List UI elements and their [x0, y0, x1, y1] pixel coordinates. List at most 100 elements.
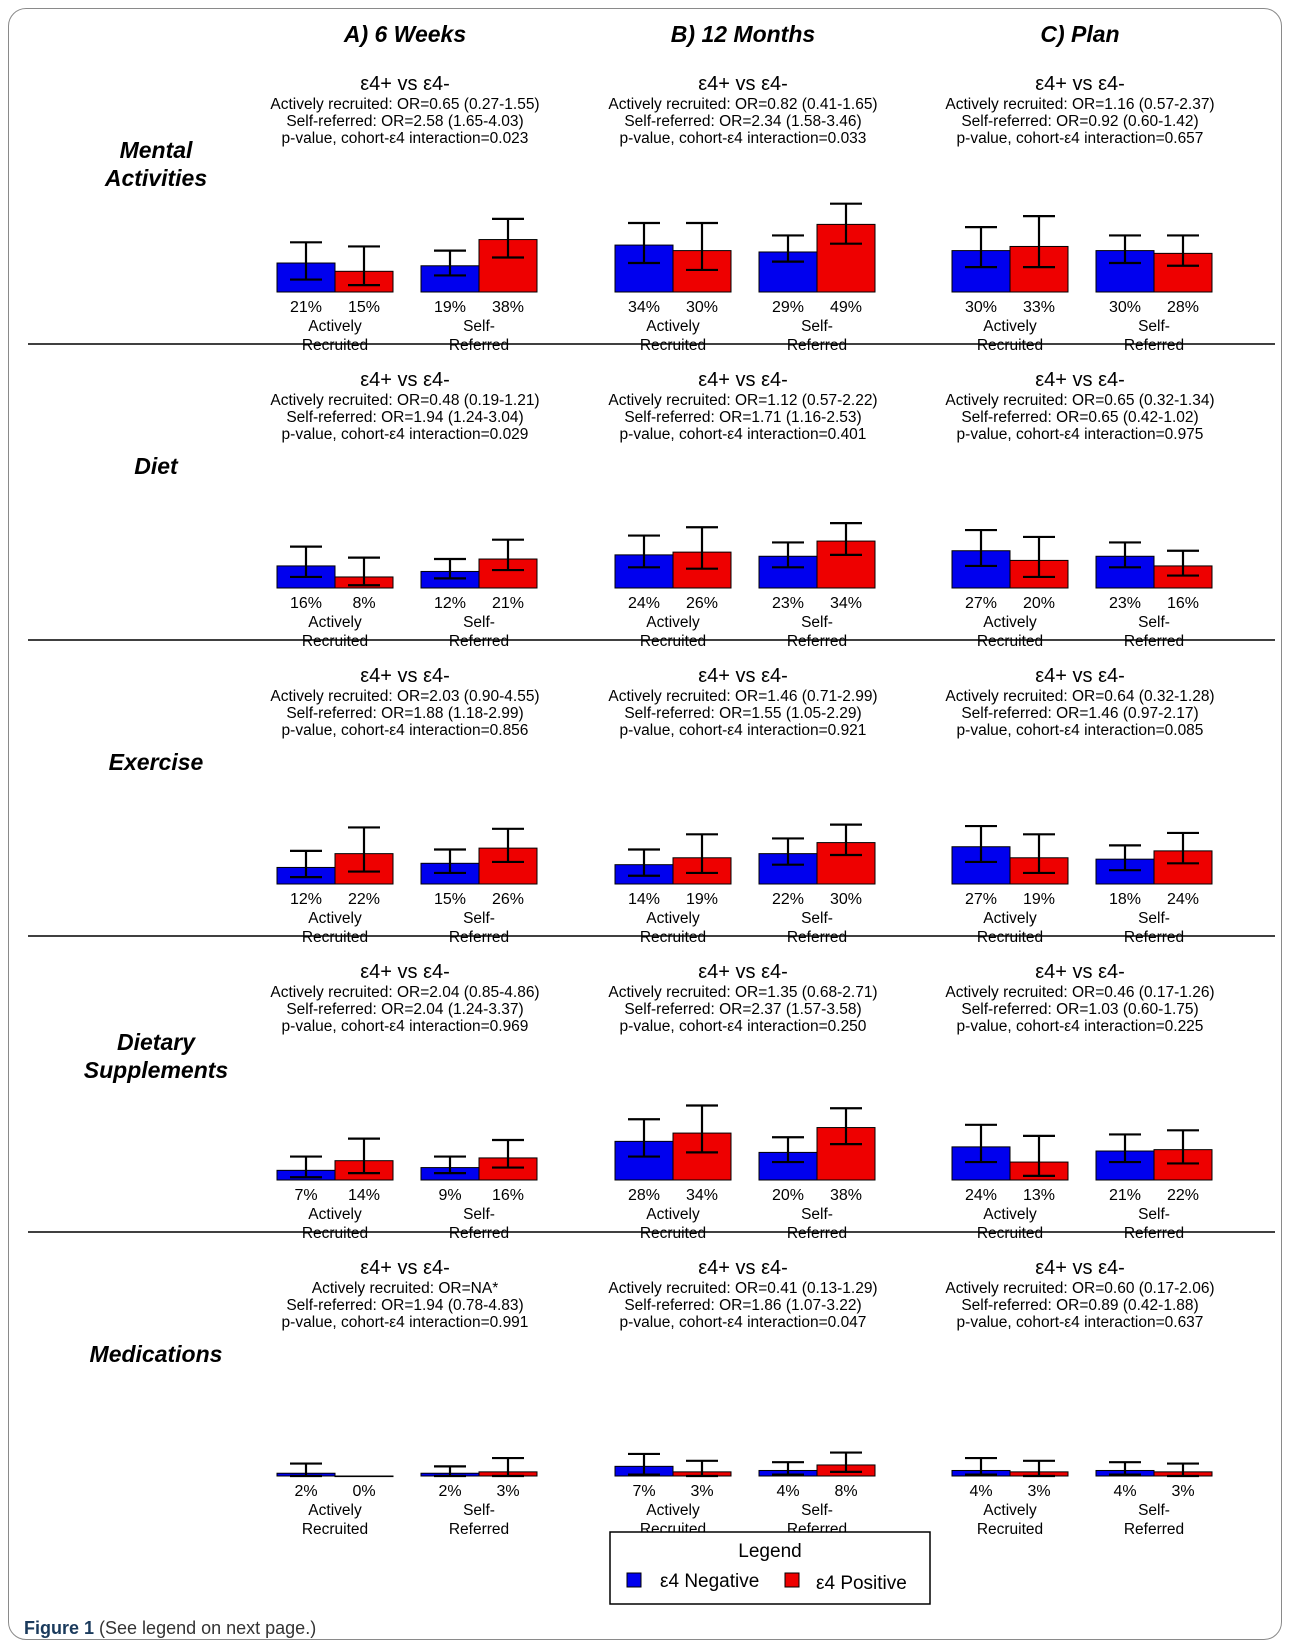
- chart-panel: ε4+ vs ε4-Actively recruited: OR=2.04 (0…: [270, 961, 539, 1242]
- row-label-part: Supplements: [84, 1057, 228, 1083]
- data-label: 24%: [965, 1187, 997, 1204]
- panel-title: ε4+ vs ε4-: [698, 665, 788, 687]
- row-label: Dietary Supplements: [84, 1029, 228, 1083]
- data-label: 30%: [1109, 299, 1141, 316]
- data-label: 18%: [1109, 891, 1141, 908]
- data-label: 23%: [772, 595, 804, 612]
- group-label: Referred: [787, 633, 847, 650]
- group-label: Self-: [463, 910, 495, 927]
- panel-title: ε4+ vs ε4-: [1035, 73, 1125, 95]
- row-label-part: Mental: [120, 137, 193, 163]
- data-label: 4%: [969, 1483, 992, 1500]
- data-label: 33%: [1023, 299, 1055, 316]
- group-label: Referred: [449, 1521, 509, 1538]
- group-label: Self-: [801, 318, 833, 335]
- panel-stat-line: Actively recruited: OR=NA*: [312, 1280, 499, 1297]
- group-label: Recruited: [640, 337, 706, 354]
- panel-title: ε4+ vs ε4-: [1035, 1257, 1125, 1279]
- panel-stat-line: Self-referred: OR=1.46 (0.97-2.17): [961, 705, 1198, 722]
- panel-stat-line: p-value, cohort-ε4 interaction=0.085: [957, 722, 1204, 739]
- chart-panel: ε4+ vs ε4-Actively recruited: OR=0.82 (0…: [608, 73, 877, 354]
- legend-swatch-positive: [784, 1572, 800, 1588]
- group-label: Recruited: [640, 929, 706, 946]
- panel-stat-line: Actively recruited: OR=0.64 (0.32-1.28): [945, 688, 1214, 705]
- row-label: Medications: [90, 1341, 223, 1367]
- group-label: Self-: [463, 1206, 495, 1223]
- panel-stat-line: Actively recruited: OR=1.46 (0.71-2.99): [608, 688, 877, 705]
- chart-panel: ε4+ vs ε4-Actively recruited: OR=0.46 (0…: [945, 961, 1214, 1242]
- group-label: Self-: [463, 614, 495, 631]
- group-label: Referred: [1124, 337, 1184, 354]
- legend-swatch-negative: [626, 1572, 642, 1588]
- data-label: 8%: [352, 595, 375, 612]
- data-label: 24%: [1167, 891, 1199, 908]
- group-label: Actively: [646, 614, 700, 631]
- panel-stat-line: p-value, cohort-ε4 interaction=0.401: [620, 426, 867, 443]
- panel-stat-line: Actively recruited: OR=0.65 (0.32-1.34): [945, 392, 1214, 409]
- panel-stat-line: Actively recruited: OR=1.12 (0.57-2.22): [608, 392, 877, 409]
- group-label: Self-: [463, 318, 495, 335]
- panel-stat-line: p-value, cohort-ε4 interaction=0.991: [282, 1314, 529, 1331]
- panel-title: ε4+ vs ε4-: [360, 73, 450, 95]
- group-label: Referred: [787, 337, 847, 354]
- panel-stat-line: p-value, cohort-ε4 interaction=0.029: [282, 426, 529, 443]
- group-label: Referred: [1124, 1225, 1184, 1242]
- panel-title: ε4+ vs ε4-: [698, 1257, 788, 1279]
- group-label: Actively: [983, 1206, 1037, 1223]
- data-label: 30%: [965, 299, 997, 316]
- group-label: Self-: [1138, 1206, 1170, 1223]
- chart-panel: ε4+ vs ε4-Actively recruited: OR=0.41 (0…: [608, 1257, 877, 1538]
- row-label: Mental Activities: [104, 137, 207, 191]
- data-label: 38%: [830, 1187, 862, 1204]
- data-label: 27%: [965, 891, 997, 908]
- row-label-part: Dietary: [117, 1029, 196, 1055]
- panel-stat-line: Self-referred: OR=1.88 (1.18-2.99): [286, 705, 523, 722]
- column-headers: A) 6 Weeks B) 12 Months C) Plan: [343, 21, 1120, 47]
- group-label: Actively: [646, 1502, 700, 1519]
- column-header: A) 6 Weeks: [343, 21, 466, 47]
- group-label: Self-: [801, 1206, 833, 1223]
- panel-stat-line: p-value, cohort-ε4 interaction=0.921: [620, 722, 867, 739]
- group-label: Self-: [801, 1502, 833, 1519]
- group-label: Actively: [983, 910, 1037, 927]
- legend-label-negative: ε4 Negative: [660, 1571, 759, 1592]
- panel-stat-line: p-value, cohort-ε4 interaction=0.657: [957, 130, 1204, 147]
- data-label: 26%: [686, 595, 718, 612]
- figure-caption: Figure 1 (See legend on next page.): [24, 1618, 316, 1639]
- panel-stat-line: Actively recruited: OR=0.46 (0.17-1.26): [945, 984, 1214, 1001]
- legend-box: [609, 1531, 931, 1605]
- data-label: 14%: [628, 891, 660, 908]
- data-label: 16%: [290, 595, 322, 612]
- chart-panel: ε4+ vs ε4-Actively recruited: OR=2.03 (0…: [270, 665, 539, 946]
- group-label: Referred: [449, 1225, 509, 1242]
- data-label: 2%: [438, 1483, 461, 1500]
- panel-stat-line: Self-referred: OR=1.71 (1.16-2.53): [624, 409, 861, 426]
- data-label: 16%: [492, 1187, 524, 1204]
- group-label: Recruited: [302, 1521, 368, 1538]
- legend-title: Legend: [738, 1541, 801, 1562]
- group-label: Actively: [308, 1502, 362, 1519]
- panel-stat-line: Self-referred: OR=1.03 (0.60-1.75): [961, 1001, 1198, 1018]
- data-label: 4%: [1113, 1483, 1136, 1500]
- panel-title: ε4+ vs ε4-: [360, 665, 450, 687]
- chart-panel: ε4+ vs ε4-Actively recruited: OR=1.46 (0…: [608, 665, 877, 946]
- group-label: Recruited: [302, 1225, 368, 1242]
- group-label: Actively: [983, 614, 1037, 631]
- row-label-part: Activities: [104, 165, 207, 191]
- group-label: Recruited: [977, 929, 1043, 946]
- data-label: 34%: [830, 595, 862, 612]
- data-label: 12%: [290, 891, 322, 908]
- data-label: 23%: [1109, 595, 1141, 612]
- panel-title: ε4+ vs ε4-: [360, 1257, 450, 1279]
- data-label: 16%: [1167, 595, 1199, 612]
- bar-positive: [334, 1475, 394, 1478]
- panel-stat-line: p-value, cohort-ε4 interaction=0.225: [957, 1018, 1204, 1035]
- panel-stat-line: Self-referred: OR=1.86 (1.07-3.22): [624, 1297, 861, 1314]
- group-label: Self-: [1138, 910, 1170, 927]
- group-label: Referred: [449, 337, 509, 354]
- group-label: Actively: [308, 1206, 362, 1223]
- data-label: 30%: [686, 299, 718, 316]
- chart-panel: ε4+ vs ε4-Actively recruited: OR=1.16 (0…: [945, 73, 1214, 354]
- data-label: 22%: [348, 891, 380, 908]
